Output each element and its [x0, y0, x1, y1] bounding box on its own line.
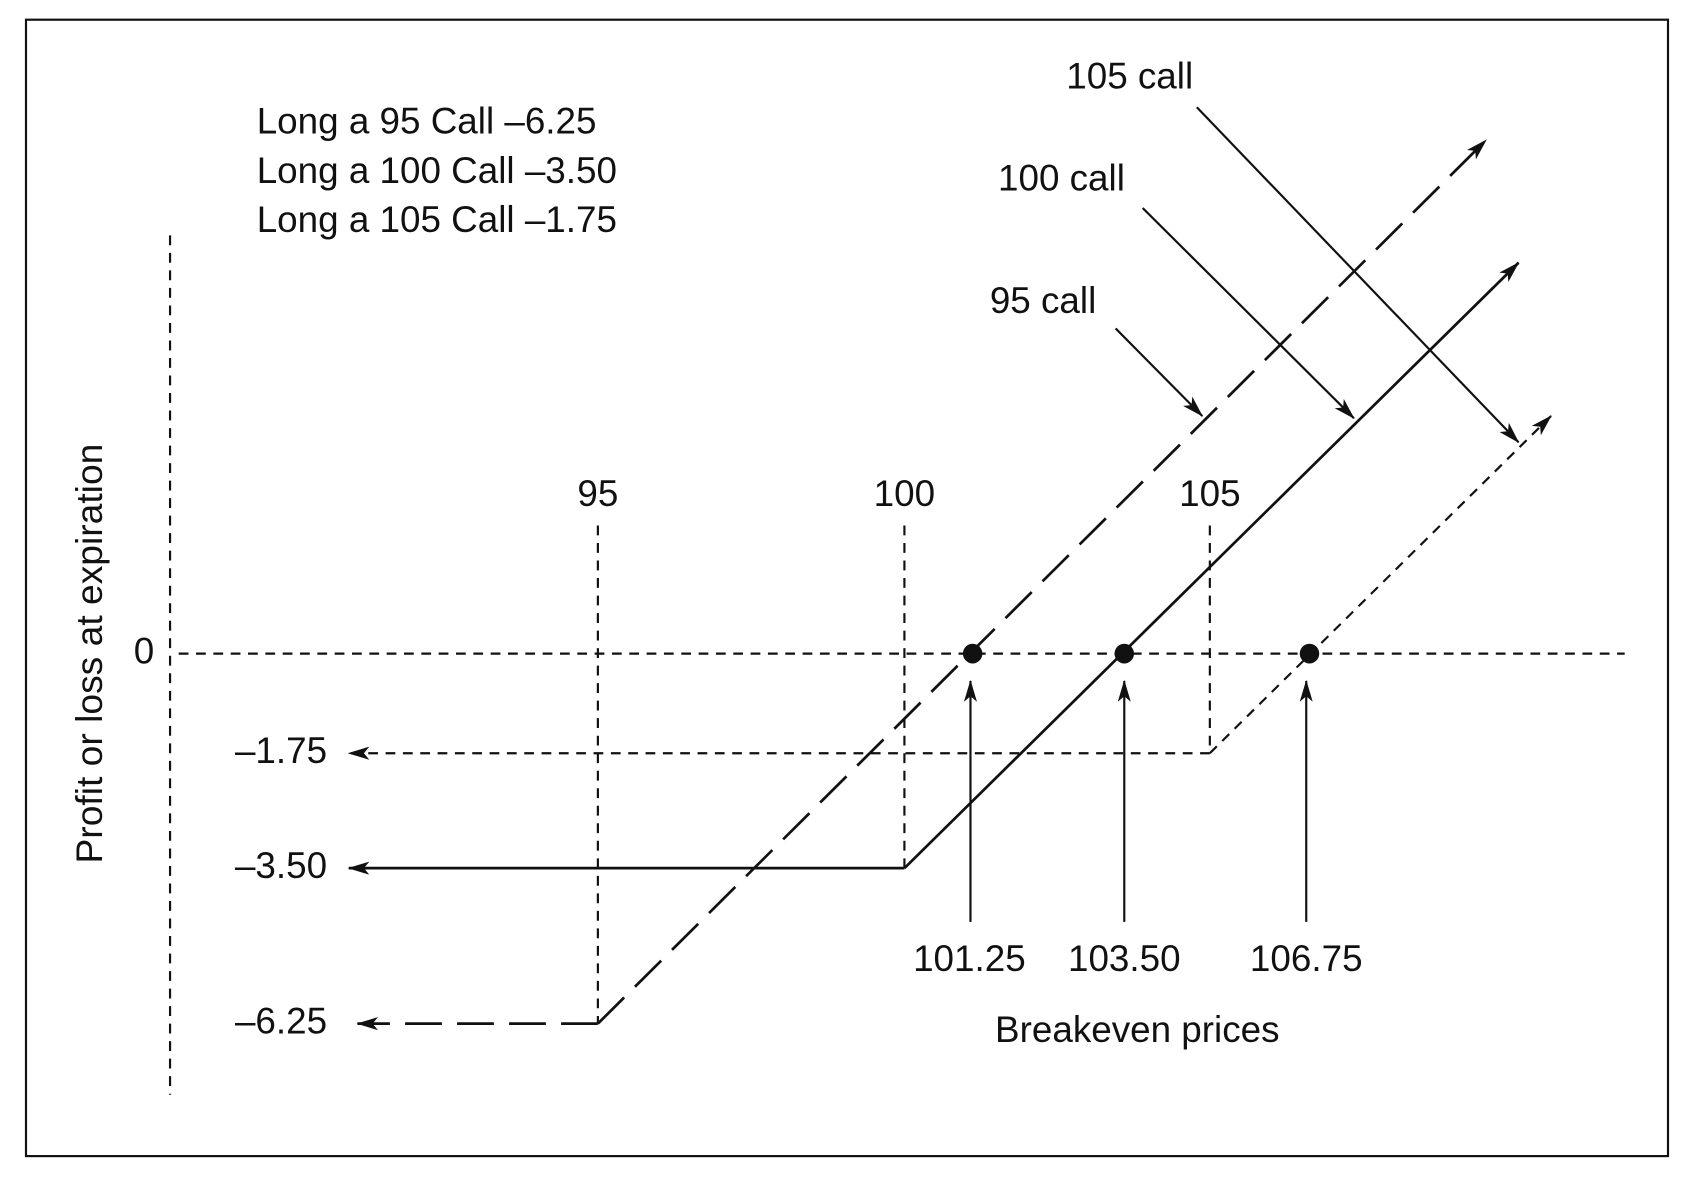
breakeven-label: 101.25: [913, 937, 1026, 979]
callout-pointer: [1141, 207, 1355, 419]
callout-pointer: [1196, 106, 1520, 444]
y-label: –3.50: [235, 844, 327, 886]
legend-text: Long a 100 Call –3.50: [257, 149, 617, 191]
y-label: –1.75: [235, 729, 327, 771]
breakeven-title: Breakeven prices: [995, 1008, 1279, 1050]
callout-pointer: [1114, 327, 1204, 417]
callout-label: 95 call: [990, 279, 1096, 321]
legend-text: Long a 95 Call –6.25: [257, 99, 597, 141]
legend-text: Long a 105 Call –1.75: [257, 198, 617, 240]
strike-label: 100: [874, 472, 935, 514]
payoff-100: [903, 261, 1520, 870]
y-label: –6.25: [235, 999, 327, 1041]
payoff-105: [1209, 415, 1552, 755]
frame: [24, 18, 1670, 1158]
breakeven-dot: [1114, 643, 1135, 664]
breakeven-dot: [962, 643, 983, 664]
breakeven-label: 103.50: [1068, 937, 1181, 979]
payoff-95: [596, 139, 1487, 1025]
breakeven-label: 106.75: [1250, 937, 1363, 979]
strike-label: 105: [1179, 472, 1240, 514]
strike-label: 95: [577, 472, 618, 514]
y-label: 0: [134, 629, 154, 671]
callout-label: 100 call: [998, 156, 1125, 198]
breakeven-dot: [1299, 643, 1320, 664]
callout-label: 105 call: [1066, 54, 1193, 96]
y-axis-title: Profit or loss at expiration: [68, 444, 110, 864]
